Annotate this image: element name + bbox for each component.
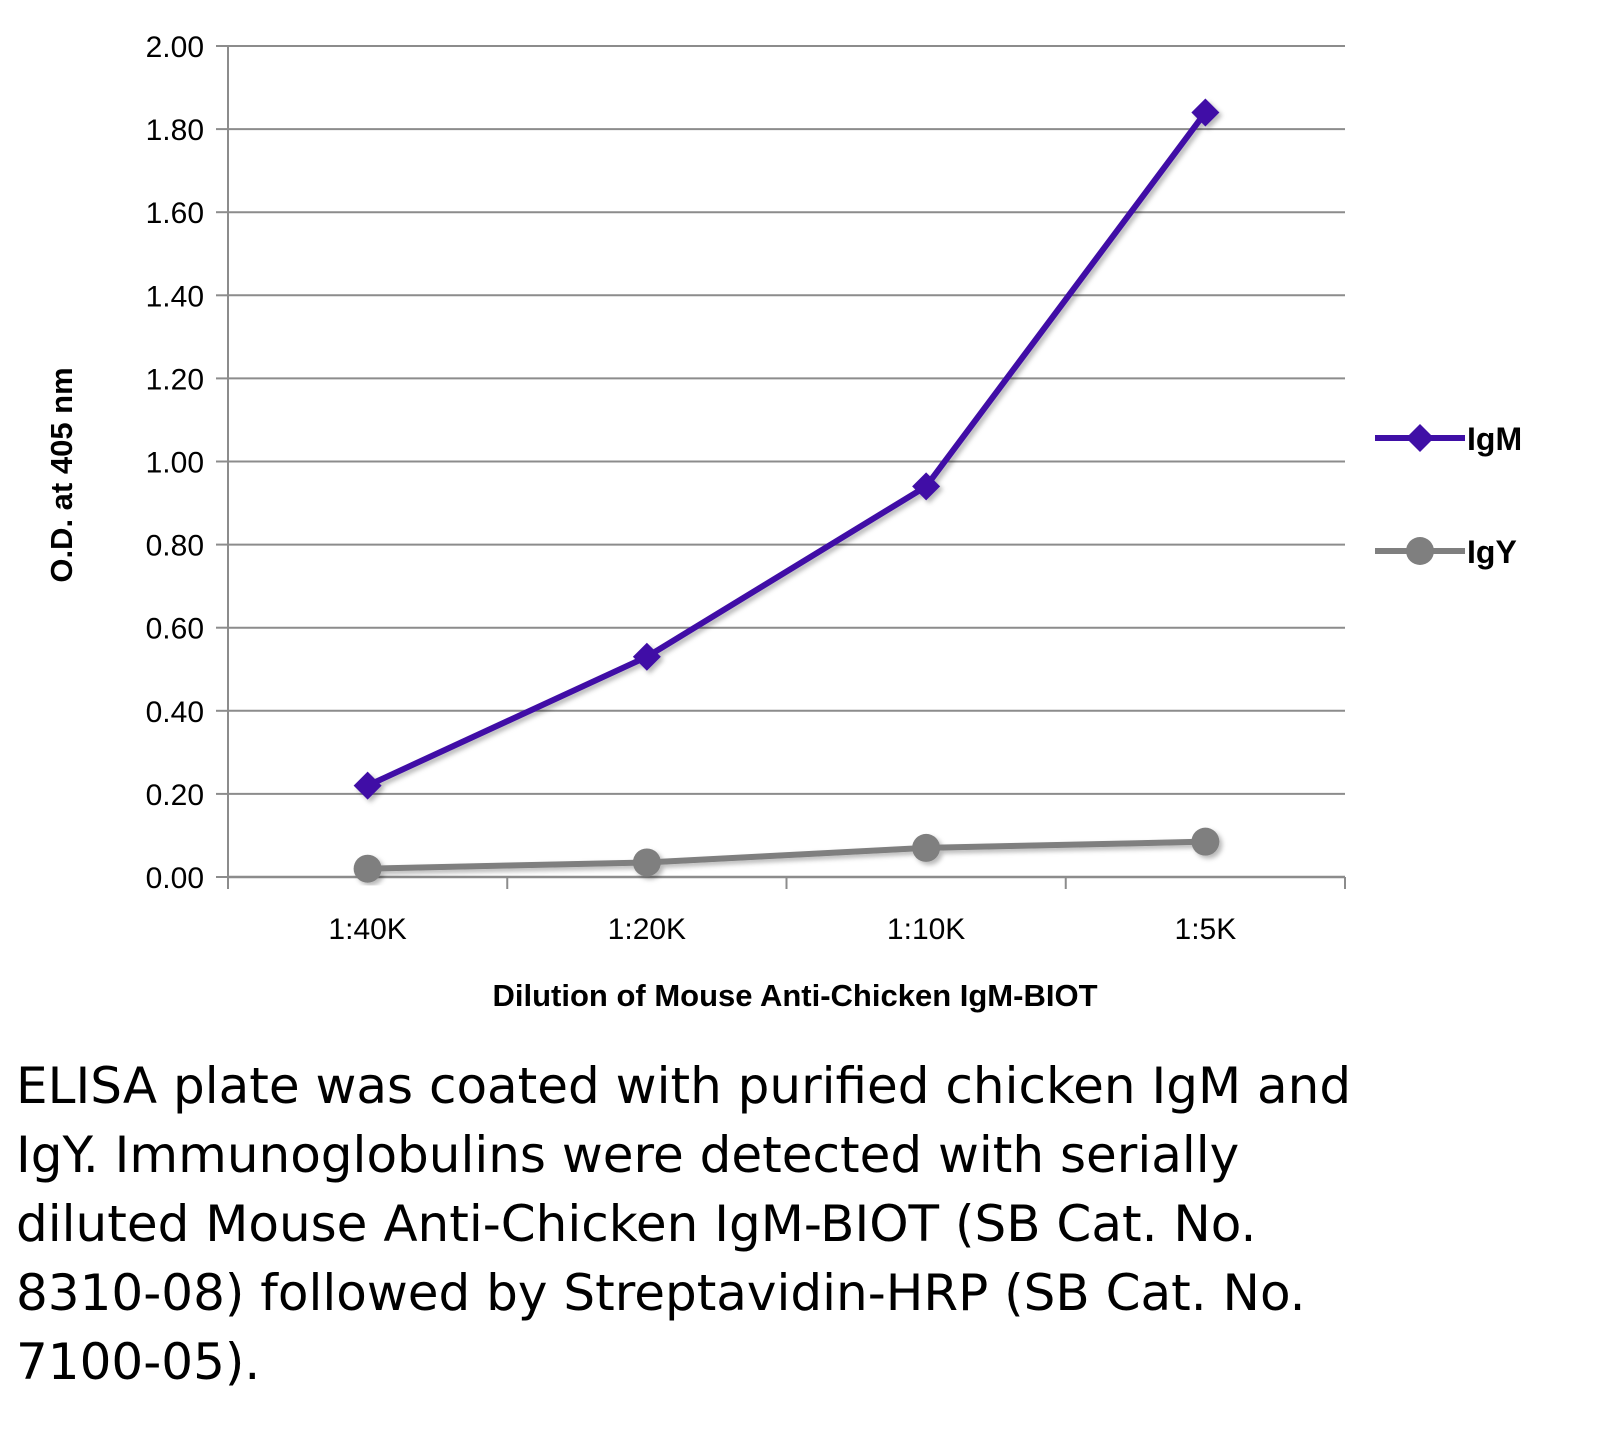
legend-label-igm: IgM — [1467, 421, 1522, 457]
series-line-igm — [366, 110, 1208, 789]
axes: 0.00 0.20 0.40 0.60 0.80 1.00 1.20 1.40 1.60 1.80… — [146, 31, 1346, 946]
figure-caption: ELISA plate was coated with purified chi… — [16, 1057, 1352, 1391]
data-point-igy — [353, 854, 382, 883]
y-tick-label: 1.40 — [146, 280, 204, 313]
y-axis-title: O.D. at 405 nm — [44, 367, 79, 582]
data-point-igy — [1191, 827, 1220, 856]
y-tick-label: 1.20 — [146, 363, 204, 396]
y-tick-label: 0.80 — [146, 530, 204, 563]
chart-canvas: 0.00 0.20 0.40 0.60 0.80 1.00 1.20 1.40 1.60 1.80… — [44, 31, 1522, 1013]
data-point-igm — [912, 472, 941, 501]
gridlines — [228, 45, 1345, 795]
data-point-igm — [632, 642, 661, 671]
series-igy — [353, 827, 1220, 883]
legend-marker-igm — [1406, 424, 1434, 452]
y-tick-label: 0.40 — [146, 696, 204, 729]
data-point-igy — [912, 833, 941, 862]
legend-label-igy: IgY — [1467, 534, 1517, 570]
x-tick-label: 1:20K — [608, 913, 686, 946]
x-tick-label: 1:40K — [328, 913, 406, 946]
y-tick-label: 0.00 — [146, 862, 204, 895]
y-tick-label: 1.80 — [146, 114, 204, 147]
y-tick-label: 0.20 — [146, 779, 204, 812]
legend-item-igm: IgM — [1375, 421, 1522, 457]
y-tick-label: 0.60 — [146, 613, 204, 646]
data-point-igm — [1191, 98, 1220, 127]
x-axis-title: Dilution of Mouse Anti-Chicken IgM-BIOT — [492, 978, 1097, 1013]
legend-marker-igy — [1406, 537, 1434, 565]
y-tick-label: 1.00 — [146, 447, 204, 480]
y-tick-label: 2.00 — [146, 31, 204, 64]
series-igm — [353, 98, 1220, 800]
x-tick-label: 1:10K — [887, 913, 965, 946]
data-point-igm — [353, 771, 382, 800]
series — [353, 98, 1220, 883]
legend-item-igy: IgY — [1375, 534, 1517, 570]
data-point-igy — [632, 848, 661, 877]
legend: IgM IgY — [1375, 421, 1522, 570]
elisa-line-chart: 0.00 0.20 0.40 0.60 0.80 1.00 1.20 1.40 1.60 1.80… — [44, 31, 1522, 1013]
y-tick-label: 1.60 — [146, 197, 204, 230]
series-line-igy — [367, 838, 1206, 872]
x-tick-label: 1:5K — [1175, 913, 1237, 946]
